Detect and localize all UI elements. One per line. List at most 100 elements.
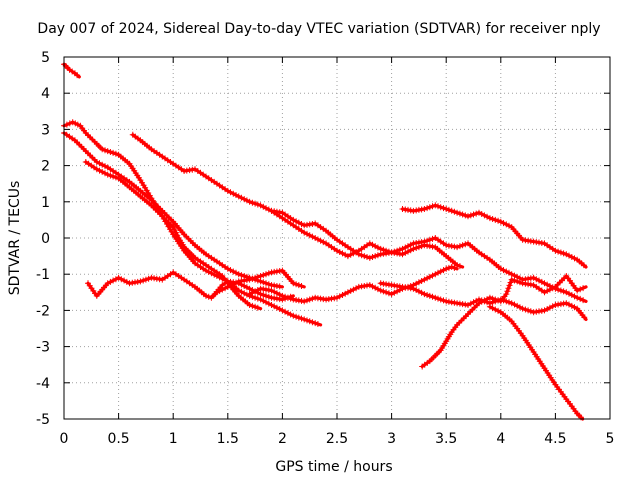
data-point-marker: [102, 170, 108, 177]
data-point-marker: [249, 199, 256, 206]
data-point-marker: [241, 283, 248, 289]
data-point-marker: [405, 243, 411, 250]
data-point-marker: [456, 243, 463, 250]
data-point-marker: [571, 255, 578, 262]
data-point-marker: [227, 189, 234, 196]
data-point-marker: [568, 292, 575, 298]
data-point-marker: [385, 290, 392, 297]
data-point-marker: [233, 192, 239, 198]
data-point-marker: [568, 254, 575, 260]
data-point-marker: [503, 268, 510, 275]
data-point-marker: [429, 203, 436, 210]
data-point-marker: [252, 200, 259, 207]
data-point-marker: [544, 287, 551, 294]
data-point-marker: [445, 206, 452, 213]
data-point-marker: [424, 292, 431, 298]
data-point-marker: [293, 218, 300, 225]
series-arc-7: [129, 131, 465, 270]
data-point-marker: [497, 218, 504, 225]
data-point-marker: [263, 271, 269, 278]
data-point-marker: [252, 294, 259, 301]
data-point-marker: [459, 211, 466, 218]
data-point-marker: [369, 254, 376, 260]
data-point-marker: [260, 203, 267, 210]
data-point-marker: [238, 288, 245, 295]
data-point-marker: [421, 276, 428, 283]
data-point-marker: [107, 172, 114, 179]
data-point-marker: [263, 280, 269, 287]
data-point-marker: [549, 303, 556, 310]
series-line: [488, 305, 585, 421]
data-point-marker: [243, 284, 250, 291]
data-point-marker: [344, 253, 351, 260]
data-point-marker: [486, 215, 493, 222]
data-point-marker: [394, 247, 401, 254]
series-arc-4: [82, 159, 263, 311]
data-point-marker: [366, 282, 373, 289]
data-point-marker: [314, 321, 321, 327]
data-point-marker: [107, 278, 114, 285]
x-tick-label: 5: [606, 431, 615, 447]
data-point-marker: [107, 149, 114, 155]
data-point-marker: [123, 278, 130, 285]
x-tick-label: 1.5: [217, 431, 239, 447]
data-point-marker: [508, 271, 515, 278]
data-point-marker: [295, 314, 302, 321]
data-point-marker: [260, 272, 267, 279]
data-point-marker: [257, 291, 264, 298]
data-point-marker: [571, 304, 578, 311]
data-point-marker: [233, 269, 239, 276]
data-point-marker: [121, 277, 128, 284]
data-point-marker: [170, 224, 177, 231]
data-point-marker: [257, 278, 264, 285]
data-point-marker: [252, 303, 259, 310]
data-point-marker: [415, 288, 422, 295]
data-point-marker: [96, 160, 103, 167]
data-point-marker: [470, 211, 477, 218]
data-point-marker: [413, 287, 420, 293]
data-point-marker: [309, 319, 316, 326]
data-point-marker: [507, 279, 514, 286]
y-tick-label: 3: [41, 122, 50, 138]
data-point-marker: [440, 205, 447, 212]
series-arc-3: [61, 130, 284, 290]
data-point-marker: [506, 299, 512, 306]
data-point-marker: [235, 271, 242, 278]
data-point-marker: [426, 236, 433, 243]
data-point-marker: [320, 239, 327, 246]
data-point-marker: [74, 72, 81, 79]
data-point-marker: [246, 302, 253, 308]
data-point-marker: [410, 282, 417, 289]
data-point-marker: [290, 280, 297, 287]
data-point-marker: [249, 275, 256, 282]
y-tick-label: -4: [36, 376, 50, 392]
data-point-marker: [235, 193, 242, 200]
data-point-marker: [492, 216, 499, 223]
data-point-marker: [546, 304, 553, 311]
data-point-marker: [309, 295, 316, 302]
data-point-marker: [394, 288, 401, 295]
data-point-marker: [254, 287, 261, 293]
data-point-marker: [112, 150, 119, 157]
data-point-marker: [511, 277, 518, 284]
data-point-marker: [342, 251, 349, 258]
data-point-marker: [118, 276, 125, 283]
data-point-marker: [63, 121, 70, 128]
data-point-marker: [366, 240, 373, 247]
data-point-marker: [380, 288, 387, 295]
data-point-marker: [383, 289, 390, 296]
data-point-marker: [437, 268, 444, 275]
data-point-marker: [580, 297, 587, 304]
data-point-marker: [246, 291, 253, 298]
data-point-marker: [96, 167, 103, 174]
data-point-marker: [298, 283, 305, 289]
data-point-marker: [243, 197, 250, 204]
data-point-marker: [230, 268, 237, 275]
data-point-marker: [484, 213, 491, 220]
data-point-marker: [249, 289, 256, 296]
data-point-marker: [309, 233, 316, 240]
series-group: [61, 61, 588, 421]
data-point-marker: [577, 295, 584, 302]
data-point-marker: [140, 277, 147, 284]
